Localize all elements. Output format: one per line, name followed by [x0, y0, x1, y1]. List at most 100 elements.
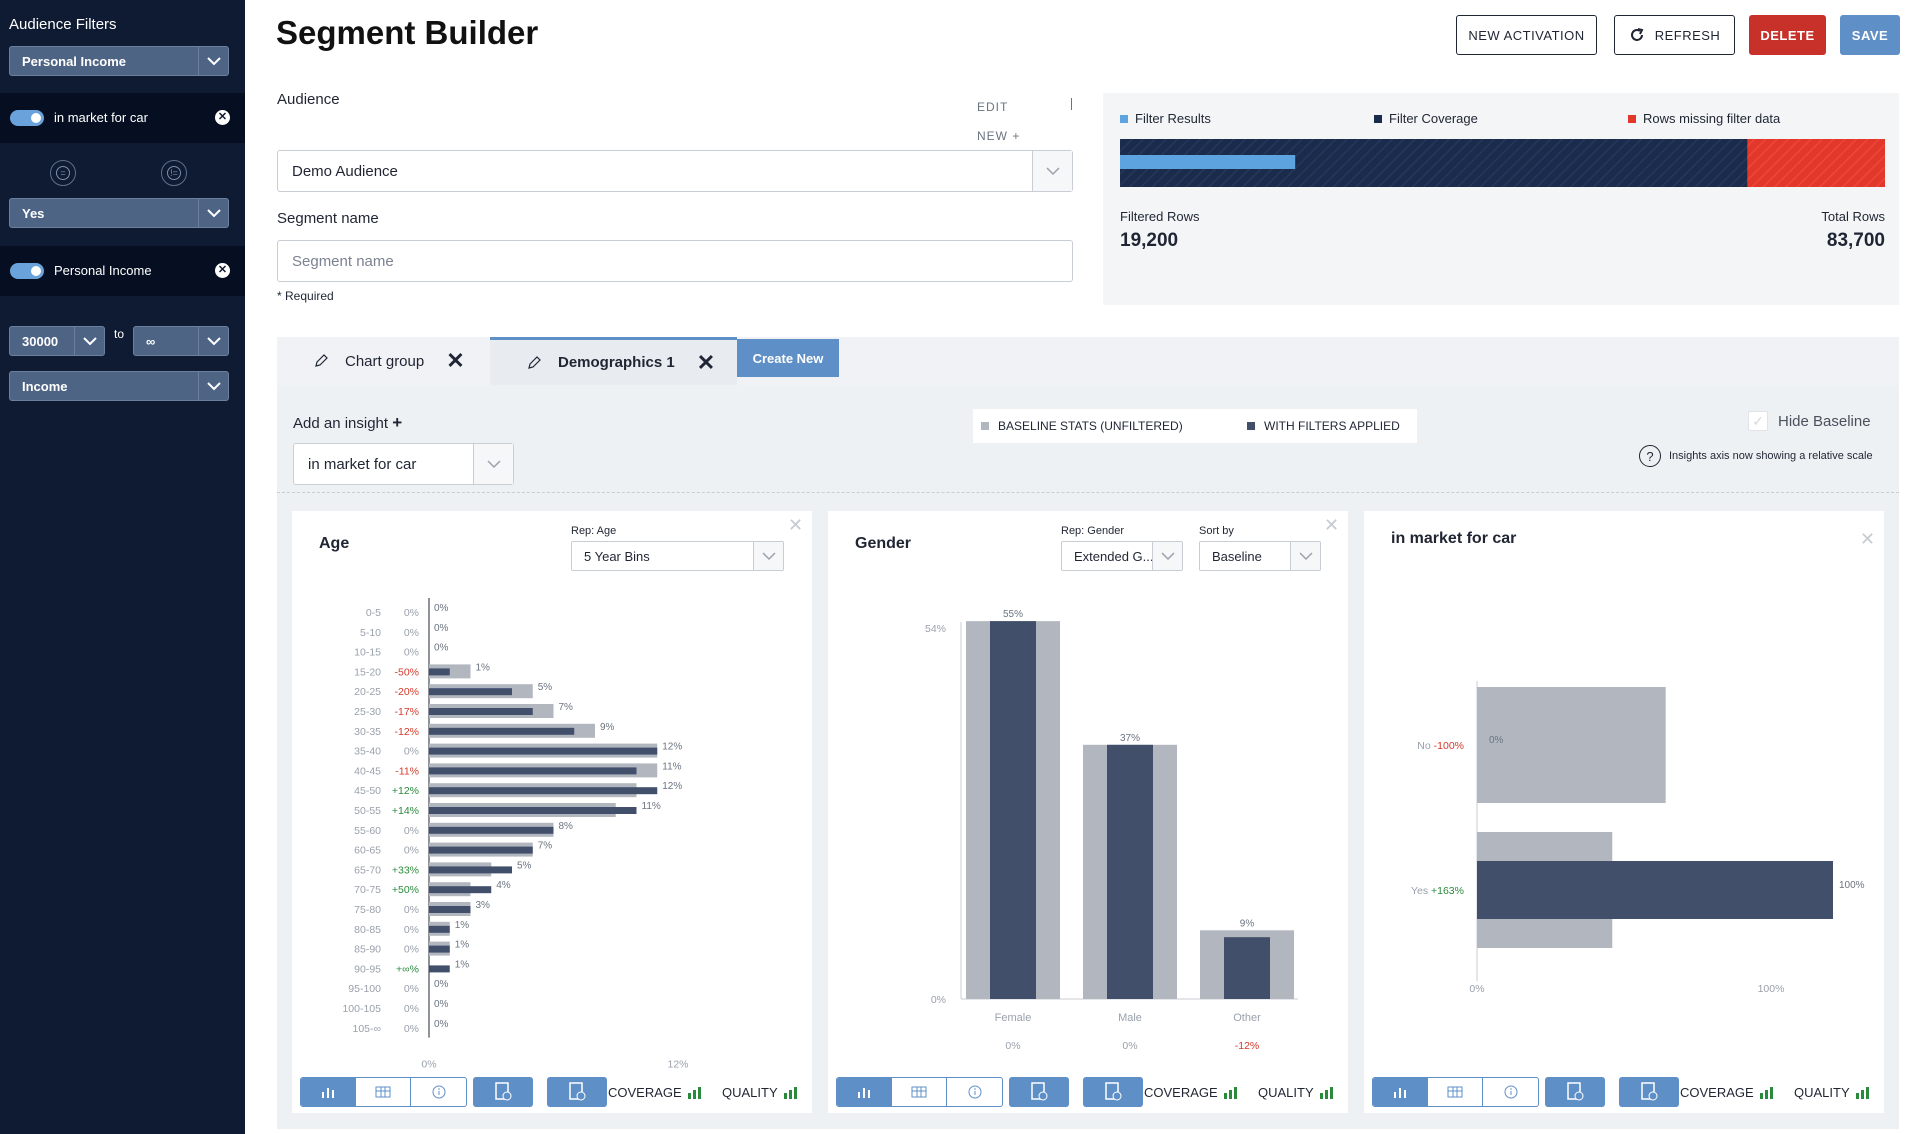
change-label: +50% [392, 884, 419, 896]
range-to-select[interactable]: ∞ [133, 326, 229, 356]
info-view-button[interactable] [1483, 1078, 1538, 1106]
tab-chart-group[interactable]: Chart group ✕ [277, 337, 490, 385]
chevron-down-icon [1152, 542, 1182, 570]
missing-segment [1747, 139, 1885, 187]
table-view-button[interactable] [1428, 1078, 1483, 1106]
data-label: 0% [434, 1019, 449, 1030]
filter-stats-panel: Filter Results Filter Coverage Rows miss… [1103, 93, 1899, 305]
close-tab-icon[interactable]: ✕ [696, 349, 716, 375]
audience-select[interactable]: Demo Audience [277, 150, 1073, 192]
data-label: 7% [559, 702, 574, 713]
category-label: 45-50 [354, 785, 381, 797]
change-label: 0% [404, 607, 419, 619]
bar-chart-icon [858, 1088, 870, 1098]
create-new-tab-button[interactable]: Create New [737, 339, 839, 377]
filtered-bar [429, 787, 658, 795]
bar-chart-view-button[interactable] [837, 1078, 892, 1106]
chevron-down-icon [198, 372, 228, 400]
rep-select[interactable]: 5 Year Bins [571, 541, 784, 571]
range-to-label: to [114, 327, 125, 341]
bar-chart-view-button[interactable] [1373, 1078, 1428, 1106]
signal-icon [1319, 1086, 1333, 1099]
save-button[interactable]: SAVE [1840, 15, 1900, 55]
refresh-button[interactable]: REFRESH [1614, 15, 1735, 55]
category-name: Yes [1411, 885, 1431, 897]
category-label: No -100% [1417, 740, 1464, 752]
sort-label: Sort by [1199, 525, 1234, 537]
equals-operator-button[interactable]: = [50, 160, 76, 186]
image-download-button[interactable] [1619, 1077, 1679, 1107]
close-card-icon[interactable]: ✕ [1860, 529, 1876, 549]
data-label: 0% [434, 623, 449, 634]
filtered-rows-label: Filtered Rows [1120, 209, 1200, 224]
chevron-down-icon [1290, 542, 1320, 570]
income-select[interactable]: Income [9, 371, 229, 401]
filter-toggle[interactable] [10, 110, 44, 126]
filter-select[interactable]: Personal Income [9, 46, 229, 76]
category-label: 35-40 [354, 746, 381, 758]
signal-icon [1759, 1086, 1773, 1099]
change-label: 0% [404, 845, 419, 857]
legend-swatch [981, 422, 989, 430]
add-insight-plus-icon[interactable]: + [392, 413, 403, 432]
remove-filter-icon[interactable]: ✕ [215, 110, 230, 125]
sort-select[interactable]: Baseline [1199, 541, 1321, 571]
hide-baseline-checkbox[interactable]: ✓ [1748, 411, 1768, 431]
legend-swatch [1247, 422, 1255, 430]
insight-select[interactable]: in market for car [293, 443, 514, 485]
change-label: 0% [1005, 1040, 1020, 1052]
close-tab-icon[interactable]: ✕ [446, 348, 465, 373]
value-select-value: Yes [22, 206, 45, 221]
audience-select-value: Demo Audience [292, 163, 398, 180]
data-label: 0% [1489, 735, 1504, 746]
pencil-icon[interactable] [313, 353, 329, 369]
category-label: 70-75 [354, 884, 381, 896]
hide-baseline-toggle[interactable]: ✓ Hide Baseline [1748, 411, 1871, 431]
image-download-button[interactable] [1083, 1077, 1143, 1107]
gender-chart: 54% 0% 55% Female 0% 37% Male 0% 9% Other -12% [925, 609, 1298, 1052]
change-label: 0% [404, 746, 419, 758]
change-label: -50% [394, 666, 419, 678]
bar-chart-view-button[interactable] [301, 1078, 356, 1106]
not-equals-operator-button[interactable]: != [161, 160, 187, 186]
category-label: 20-25 [354, 686, 381, 698]
legend-label: Filter Coverage [1389, 111, 1478, 126]
filter-row-personal-income: Personal Income ✕ [0, 246, 245, 296]
filtered-bar [429, 807, 637, 814]
close-card-icon[interactable]: ✕ [1324, 515, 1340, 535]
change-label: -12% [394, 726, 419, 738]
table-view-button[interactable] [892, 1078, 947, 1106]
x-tick-label: 0% [421, 1059, 436, 1071]
close-card-icon[interactable]: ✕ [788, 515, 804, 535]
filtered-bar [429, 846, 533, 854]
refresh-label: REFRESH [1654, 27, 1721, 43]
csv-download-button[interactable] [473, 1077, 533, 1107]
filter-toggle[interactable] [10, 263, 44, 279]
tab-demographics-1[interactable]: Demographics 1 ✕ [490, 337, 737, 385]
rep-select-value: Extended G... [1074, 549, 1154, 564]
value-select[interactable]: Yes [9, 198, 229, 228]
category-label: 105-∞ [352, 1023, 381, 1035]
csv-download-button[interactable] [1545, 1077, 1605, 1107]
coverage-indicator: COVERAGE [608, 1085, 702, 1100]
info-view-button[interactable] [411, 1078, 466, 1106]
segment-name-input[interactable]: Segment name [277, 240, 1073, 282]
category-label: 50-55 [354, 805, 381, 817]
table-view-button[interactable] [356, 1078, 411, 1106]
legend-rows-missing: Rows missing filter data [1628, 111, 1780, 126]
change-label: -100% [1434, 740, 1464, 752]
new-audience-link[interactable]: NEW + [977, 129, 1021, 143]
image-download-button[interactable] [547, 1077, 607, 1107]
help-icon[interactable]: ? [1639, 445, 1661, 467]
category-label: 85-90 [354, 944, 381, 956]
new-activation-button[interactable]: NEW ACTIVATION [1456, 15, 1597, 55]
pencil-icon[interactable] [526, 355, 542, 371]
delete-button[interactable]: DELETE [1749, 15, 1826, 55]
remove-filter-icon[interactable]: ✕ [215, 263, 230, 278]
info-view-button[interactable] [947, 1078, 1002, 1106]
csv-download-button[interactable] [1009, 1077, 1069, 1107]
rep-select[interactable]: Extended G... [1061, 541, 1183, 571]
edit-audience-link[interactable]: EDIT [977, 100, 1009, 114]
axis-note: ? Insights axis now showing a relative s… [1639, 445, 1873, 467]
range-from-select[interactable]: 30000 [9, 326, 105, 356]
